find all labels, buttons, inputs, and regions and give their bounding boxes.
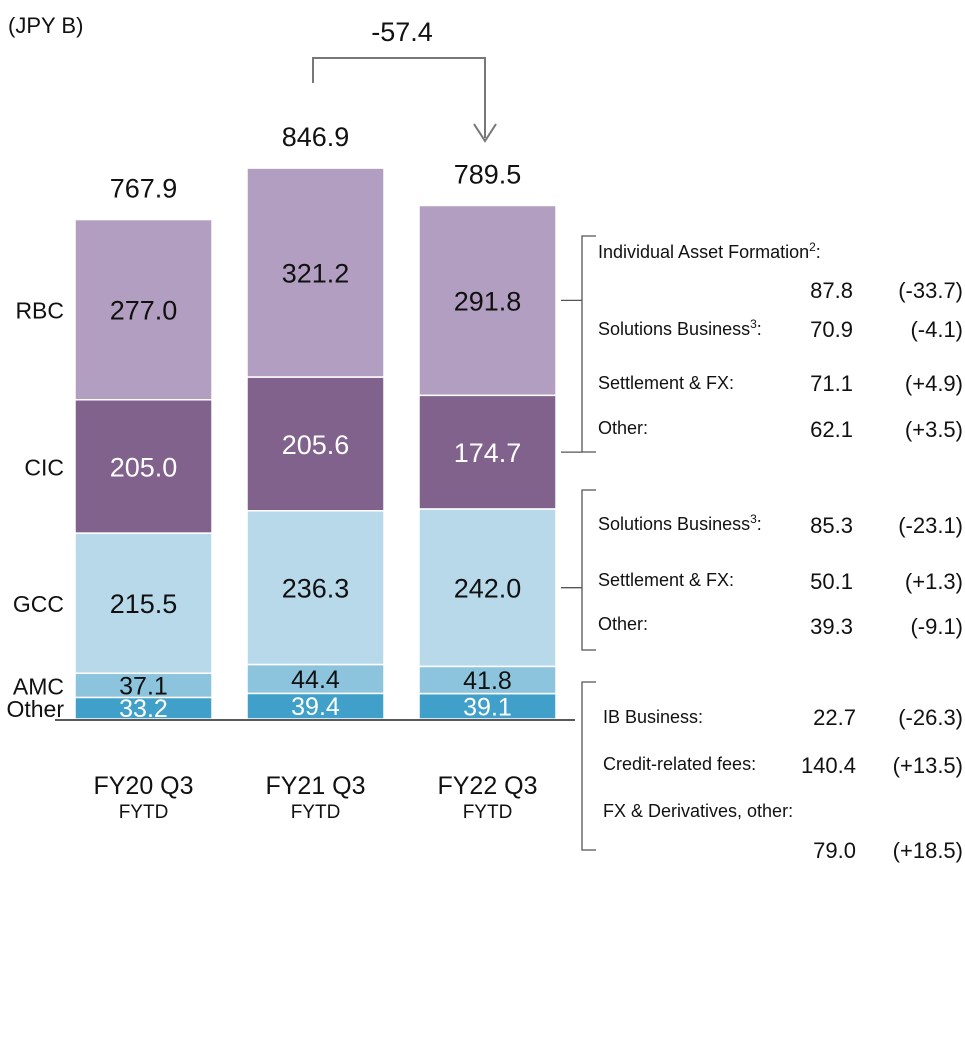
value-label-other-fy22-q3: 39.1 [463, 693, 512, 721]
breakdown-label-cic-other: Other: [598, 614, 648, 634]
value-label-rbc-fy22-q3: 291.8 [454, 286, 522, 316]
breakdown-value-rbc-individual-asset-formation: 87.8 [810, 278, 853, 303]
bar-amc-fy22-q3 [418, 665, 557, 695]
value-label-gcc-fy21-q3: 236.3 [282, 574, 350, 604]
breakdown-value-rbc-solutions-business: 70.9 [810, 317, 853, 342]
total-label-fy22-q3: 789.5 [454, 159, 522, 189]
bar-rbc-fy20-q3 [74, 218, 213, 401]
change-label: -57.4 [371, 17, 433, 47]
breakdown-label-gcc-ib-business: IB Business: [603, 707, 703, 727]
bar-gcc-fy21-q3 [246, 510, 385, 666]
breakdown-value-cic-settlement-fx: 50.1 [810, 569, 853, 594]
breakdown-change-cic-solutions-business: (-23.1) [898, 513, 963, 538]
series-name-gcc: GCC [13, 591, 64, 617]
breakdown-label-rbc-solutions-business: Solutions Business3: [598, 317, 762, 339]
breakdown-label-cic-solutions-business: Solutions Business3: [598, 512, 762, 534]
value-label-gcc-fy20-q3: 215.5 [110, 589, 178, 619]
breakdown-change-rbc-solutions-business: (-4.1) [910, 317, 963, 342]
category-sublabel-fy21-q3: FYTD [291, 802, 341, 823]
breakdown-value-gcc-ib-business: 22.7 [813, 705, 856, 730]
breakdown-change-rbc-other: (+3.5) [905, 417, 963, 442]
breakdown-panels: Individual Asset Formation2: 87.8 (-33.7) S… [561, 235, 963, 863]
category-label-fy22-q3: FY22 Q3 [437, 772, 537, 800]
value-label-amc-fy22-q3: 41.8 [463, 667, 512, 695]
series-name-cic: CIC [24, 454, 64, 480]
series-name-other: Other [6, 696, 64, 722]
breakdown-change-gcc-fx-derivatives-other: (+18.5) [893, 838, 963, 863]
bar-rbc-fy21-q3 [246, 167, 385, 378]
breakdown-gcc: IB Business: 22.7 (-26.3) Credit-related fe… [561, 587, 963, 863]
value-label-cic-fy20-q3: 205.0 [110, 452, 178, 482]
series-name-amc: AMC [13, 673, 64, 699]
bar-cic-fy20-q3 [74, 398, 213, 534]
bar-cic-fy22-q3 [418, 394, 557, 510]
breakdown-label-gcc-credit-related-fees: Credit-related fees: [603, 754, 756, 774]
bracket-cic [581, 489, 596, 651]
breakdown-label-gcc-fx-derivatives-other: FX & Derivatives, other: [603, 801, 793, 821]
bar-gcc-fy22-q3 [418, 508, 557, 668]
breakdown-value-gcc-fx-derivatives-other: 79.0 [813, 838, 856, 863]
breakdown-value-rbc-other: 62.1 [810, 417, 853, 442]
value-label-other-fy21-q3: 39.4 [291, 693, 340, 721]
segment-labels: 33.237.1 215.5 205.0 277.0 39.444.4 236.3 205.… [6, 259, 521, 724]
value-label-amc-fy20-q3: 37.1 [119, 672, 168, 700]
value-label-rbc-fy21-q3: 321.2 [282, 259, 350, 289]
breakdown-value-cic-solutions-business: 85.3 [810, 513, 853, 538]
breakdown-change-cic-other: (-9.1) [910, 614, 963, 639]
change-annotation: -57.4 [312, 17, 497, 143]
value-label-amc-fy21-q3: 44.4 [291, 666, 340, 694]
bar-cic-fy21-q3 [246, 376, 385, 512]
bracket-rbc [581, 235, 596, 453]
value-label-rbc-fy20-q3: 277.0 [110, 296, 178, 326]
bar-amc-fy21-q3 [246, 663, 385, 695]
breakdown-rbc: Individual Asset Formation2: 87.8 (-33.7) S… [561, 235, 963, 453]
breakdown-value-gcc-credit-related-fees: 140.4 [801, 753, 856, 778]
value-label-gcc-fy22-q3: 242.0 [454, 574, 522, 604]
breakdown-change-gcc-credit-related-fees: (+13.5) [893, 753, 963, 778]
category-label-fy20-q3: FY20 Q3 [93, 772, 193, 800]
value-label-cic-fy22-q3: 174.7 [454, 438, 522, 468]
breakdown-label-cic-settlement-fx: Settlement & FX: [598, 570, 734, 590]
value-label-cic-fy21-q3: 205.6 [282, 430, 350, 460]
change-arrow-line [312, 57, 486, 138]
category-sublabel-fy20-q3: FYTD [119, 802, 169, 823]
breakdown-cic: Solutions Business3: 85.3 (-23.1) Settlemen… [561, 451, 963, 651]
unit-label: (JPY B) [8, 13, 83, 38]
breakdown-change-cic-settlement-fx: (+1.3) [905, 569, 963, 594]
bar-amc-fy20-q3 [74, 672, 213, 699]
breakdown-value-cic-other: 39.3 [810, 614, 853, 639]
total-label-fy20-q3: 767.9 [110, 174, 178, 204]
bracket-gcc [581, 681, 596, 851]
series-name-rbc: RBC [15, 298, 64, 324]
value-label-other-fy20-q3: 33.2 [119, 695, 168, 723]
total-label-fy21-q3: 846.9 [282, 122, 350, 152]
breakdown-label-rbc-settlement-fx: Settlement & FX: [598, 373, 734, 393]
total-labels: 767.9 846.9 789.5 [110, 122, 522, 203]
breakdown-change-rbc-individual-asset-formation: (-33.7) [898, 278, 963, 303]
breakdown-label-rbc-other: Other: [598, 418, 648, 438]
category-label-fy21-q3: FY21 Q3 [265, 772, 365, 800]
breakdown-value-rbc-settlement-fx: 71.1 [810, 371, 853, 396]
bar-rbc-fy22-q3 [418, 204, 557, 397]
breakdown-label-rbc-individual-asset-formation: Individual Asset Formation2: [598, 240, 821, 262]
category-sublabel-fy22-q3: FYTD [463, 802, 513, 823]
breakdown-change-gcc-ib-business: (-26.3) [898, 705, 963, 730]
breakdown-change-rbc-settlement-fx: (+4.9) [905, 371, 963, 396]
bars-group [55, 167, 575, 721]
change-arrow-head [473, 123, 497, 143]
